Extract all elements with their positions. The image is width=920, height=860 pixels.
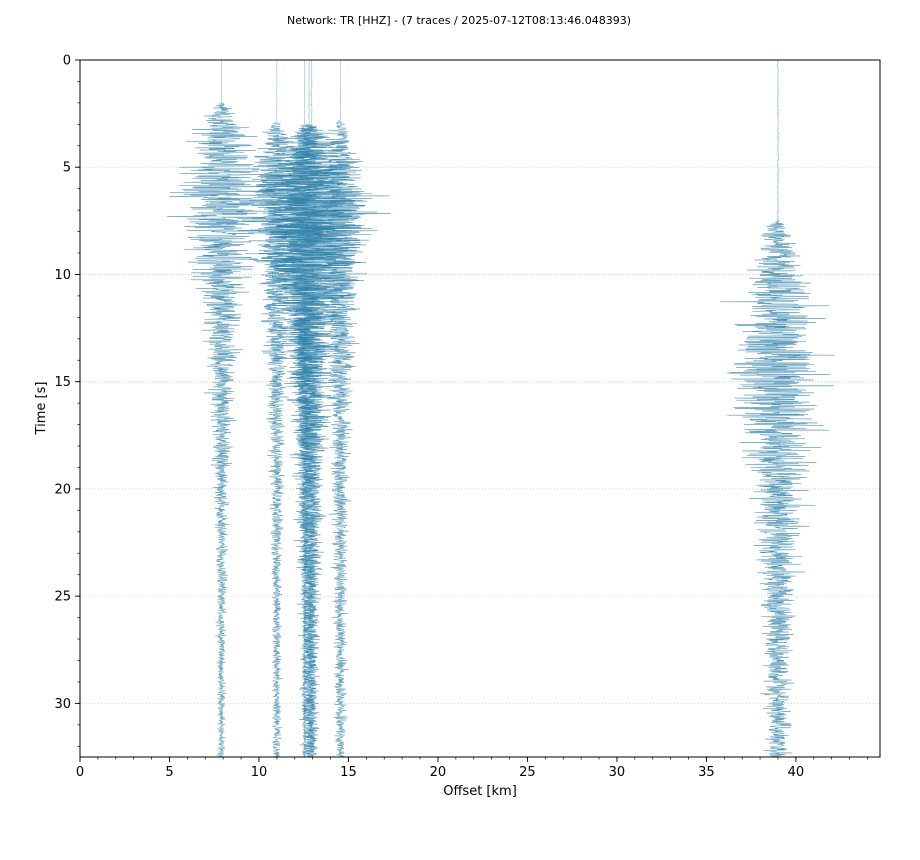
plot-frame xyxy=(79,59,881,758)
y-axis: 0 5 10 15 20 25 30 xyxy=(54,54,80,747)
x-tick-label: 35 xyxy=(698,765,715,780)
seismic-trace xyxy=(167,60,276,757)
seismic-trace xyxy=(245,60,312,757)
x-axis-label: Offset [km] xyxy=(443,784,517,799)
seismic-trace xyxy=(307,60,369,757)
x-tick-label: 10 xyxy=(251,765,268,780)
x-tick-label: 5 xyxy=(165,765,173,780)
x-axis: 0 5 10 15 20 25 30 35 40 xyxy=(76,757,868,780)
x-tick-label: 0 xyxy=(76,765,84,780)
x-tick-label: 40 xyxy=(788,765,805,780)
chart-title: Network: TR [HHZ] - (7 traces / 2025-07-… xyxy=(287,14,631,27)
y-tick-label: 0 xyxy=(63,54,71,69)
seismic-trace xyxy=(258,60,373,757)
y-tick-label: 25 xyxy=(54,590,71,605)
y-tick-label: 20 xyxy=(54,482,71,497)
y-tick-label: 10 xyxy=(54,268,71,283)
x-tick-label: 15 xyxy=(340,765,357,780)
seismic-trace xyxy=(720,60,835,757)
x-tick-label: 30 xyxy=(609,765,626,780)
traces xyxy=(167,60,835,757)
x-tick-label: 20 xyxy=(430,765,447,780)
y-axis-label: Time [s] xyxy=(34,382,49,436)
grid-lines xyxy=(80,166,880,704)
x-tick-label: 25 xyxy=(519,765,536,780)
y-tick-label: 5 xyxy=(63,161,71,176)
y-tick-label: 30 xyxy=(54,697,71,712)
y-tick-label: 15 xyxy=(54,375,71,390)
